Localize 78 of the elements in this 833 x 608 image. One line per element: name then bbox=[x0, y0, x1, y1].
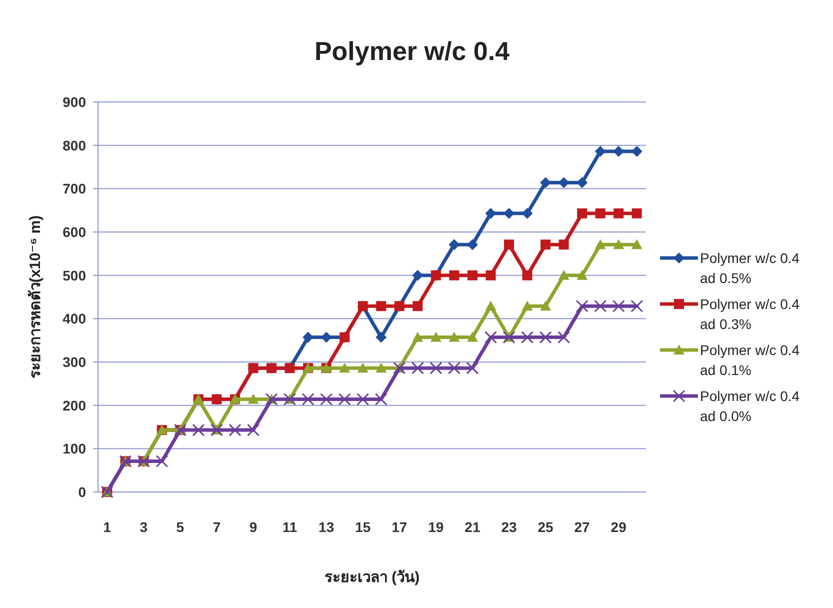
point bbox=[247, 424, 260, 436]
point bbox=[484, 331, 497, 344]
point bbox=[504, 208, 514, 219]
point bbox=[248, 394, 259, 404]
y-tick-label: 900 bbox=[62, 94, 86, 110]
point bbox=[576, 177, 588, 188]
point bbox=[412, 301, 423, 312]
point bbox=[594, 239, 606, 250]
point bbox=[448, 332, 460, 342]
point bbox=[558, 240, 569, 250]
point bbox=[156, 454, 168, 468]
legend-label: Polymer w/c 0.4 ad 0.5% bbox=[700, 250, 800, 286]
point bbox=[448, 362, 460, 374]
point bbox=[466, 332, 478, 342]
point bbox=[504, 240, 514, 250]
point bbox=[449, 270, 460, 280]
point bbox=[631, 239, 642, 250]
y-axis-title: ระยะการหดตัว(x10⁻⁶ m) bbox=[27, 215, 44, 379]
point bbox=[338, 393, 351, 406]
legend-label: Polymer w/c 0.4 ad 0.3% bbox=[700, 296, 800, 332]
point bbox=[595, 208, 606, 218]
legend-label: Polymer w/c 0.4 ad 0.1% bbox=[700, 342, 800, 378]
y-tick-label: 400 bbox=[62, 310, 86, 327]
point bbox=[302, 393, 314, 406]
point bbox=[448, 239, 460, 250]
point bbox=[192, 424, 205, 436]
y-tick-label: 600 bbox=[62, 224, 86, 240]
point bbox=[356, 393, 370, 406]
point bbox=[558, 331, 570, 344]
y-tick-label: 300 bbox=[62, 354, 86, 370]
point bbox=[522, 300, 533, 311]
point bbox=[411, 362, 424, 374]
point bbox=[374, 393, 388, 406]
chart-title: Polymer w/c 0.4 bbox=[314, 36, 510, 66]
legend-label: Polymer w/c 0.4 ad 0.0% bbox=[700, 388, 800, 424]
point bbox=[430, 362, 442, 374]
point bbox=[466, 362, 479, 374]
point bbox=[412, 270, 424, 281]
point bbox=[485, 300, 496, 311]
point bbox=[486, 270, 496, 280]
point bbox=[376, 301, 386, 312]
y-tick-label: 500 bbox=[62, 267, 86, 284]
y-tick-label: 200 bbox=[62, 397, 86, 414]
point bbox=[521, 331, 534, 344]
point bbox=[613, 146, 624, 157]
point bbox=[558, 270, 570, 280]
point bbox=[632, 208, 642, 218]
point bbox=[612, 300, 625, 312]
point bbox=[539, 331, 552, 344]
point bbox=[320, 393, 333, 406]
y-tick-label: 700 bbox=[62, 180, 86, 197]
point bbox=[376, 362, 387, 373]
point bbox=[630, 300, 644, 312]
point bbox=[228, 424, 242, 436]
point bbox=[631, 146, 642, 157]
point bbox=[376, 332, 387, 343]
point bbox=[467, 270, 478, 280]
x-axis-title: ระยะเวลา (วัน) bbox=[324, 569, 420, 586]
y-tick-label: 100 bbox=[62, 440, 86, 457]
y-tick-label: 800 bbox=[62, 137, 86, 154]
point bbox=[558, 177, 570, 188]
y-tick-label: 0 bbox=[78, 484, 86, 500]
point bbox=[485, 208, 496, 219]
point bbox=[576, 300, 588, 312]
point bbox=[540, 240, 551, 250]
point bbox=[357, 362, 368, 373]
point bbox=[614, 208, 624, 218]
point bbox=[522, 270, 532, 280]
point bbox=[522, 208, 533, 219]
point bbox=[412, 332, 424, 342]
point bbox=[594, 146, 606, 157]
point bbox=[576, 270, 588, 280]
point bbox=[613, 239, 624, 250]
point bbox=[594, 300, 607, 312]
point bbox=[577, 208, 588, 218]
point bbox=[540, 300, 552, 311]
point bbox=[430, 332, 442, 342]
point bbox=[339, 362, 350, 373]
